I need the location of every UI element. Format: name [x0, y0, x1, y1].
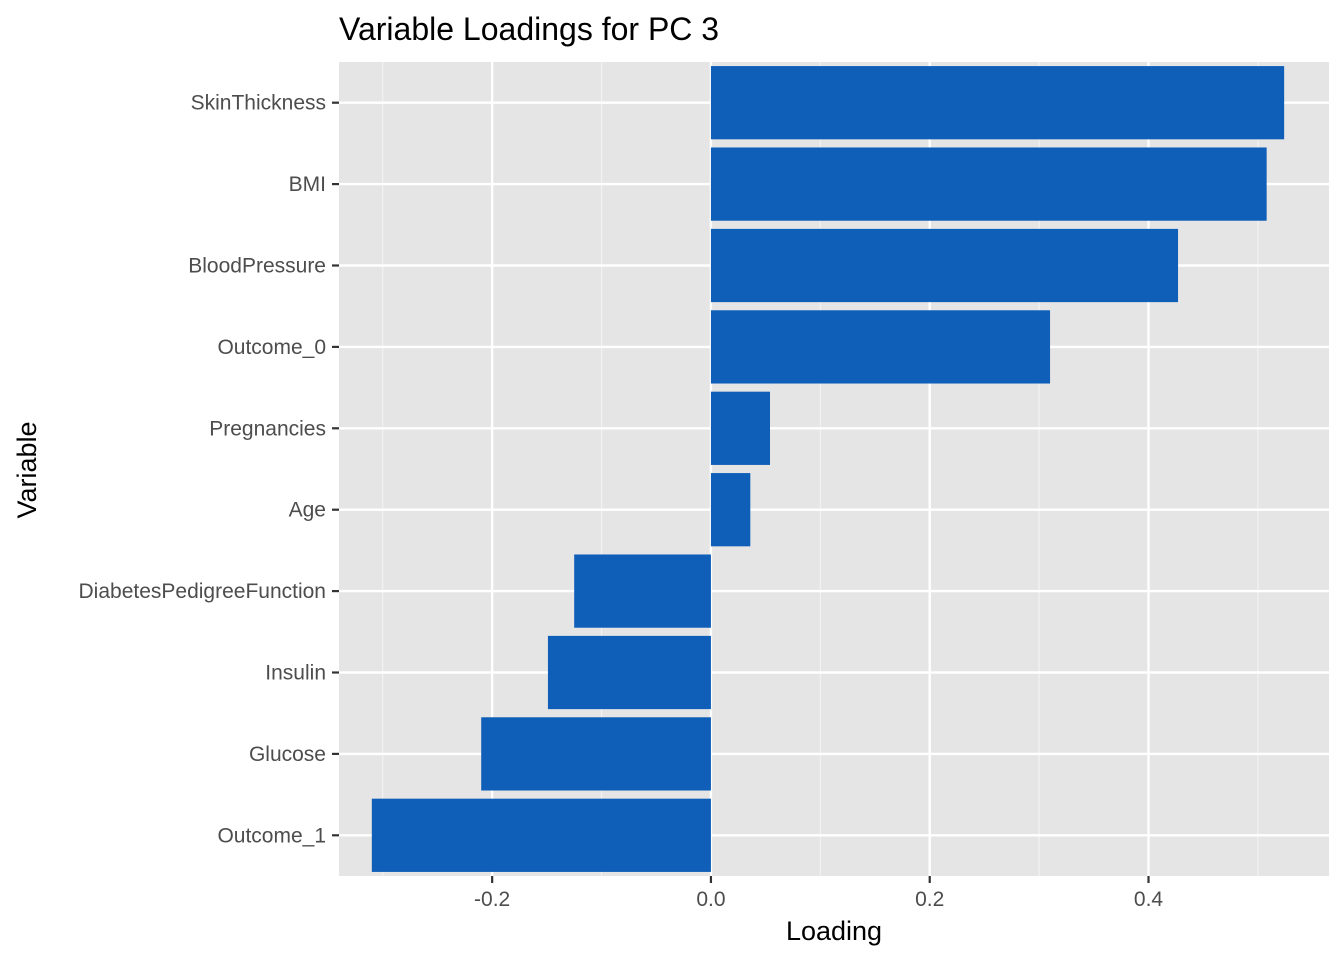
bar-glucose — [481, 717, 711, 791]
x-tick-label: 0.4 — [1134, 888, 1164, 911]
bar-outcome-1 — [371, 798, 711, 872]
x-axis-title: Loading — [786, 916, 882, 946]
bar-pregnancies — [710, 391, 771, 465]
y-tick-label: Insulin — [265, 662, 326, 685]
x-tick-label: 0.0 — [696, 888, 725, 911]
y-axis: SkinThickness BMI BloodPressure Outcome_0 Pr… — [79, 92, 339, 847]
y-tick-label: Pregnancies — [209, 417, 326, 440]
y-tick-label: BloodPressure — [188, 255, 326, 278]
bars — [371, 66, 1285, 872]
bar-insulin — [547, 635, 711, 710]
y-tick-label: DiabetesPedigreeFunction — [79, 580, 327, 603]
y-tick-label: Glucose — [249, 743, 326, 766]
bar-bmi — [710, 147, 1267, 221]
bar-diabetespedigreefunction — [574, 554, 711, 628]
x-tick-label: 0.2 — [915, 888, 944, 911]
y-tick-label: Outcome_0 — [217, 336, 326, 359]
y-axis-title: Variable — [12, 421, 42, 518]
bar-outcome-0 — [710, 310, 1051, 384]
y-tick-label: Age — [289, 499, 326, 522]
y-tick-label: BMI — [289, 173, 326, 196]
x-axis: -0.2 0.0 0.2 0.4 — [474, 876, 1163, 911]
bar-age — [710, 473, 751, 547]
y-tick-label: Outcome_1 — [217, 824, 326, 847]
bar-skinthickness — [710, 66, 1285, 140]
bar-bloodpressure — [710, 228, 1179, 303]
chart-title: Variable Loadings for PC 3 — [339, 11, 719, 47]
x-tick-label: -0.2 — [474, 888, 510, 911]
y-tick-label: SkinThickness — [191, 92, 326, 115]
